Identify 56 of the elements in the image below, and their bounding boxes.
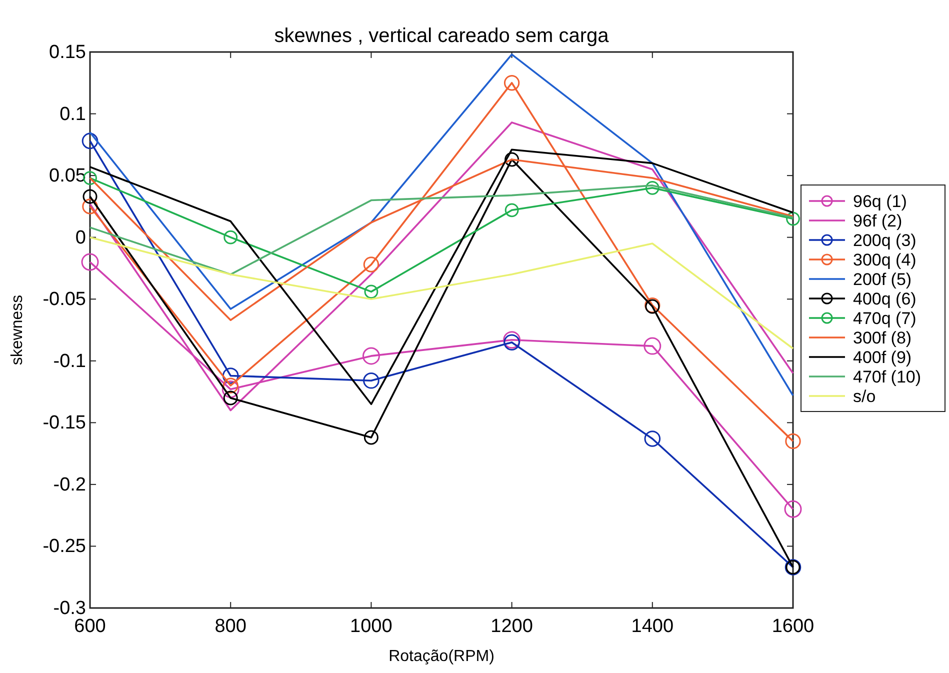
legend-label: 300q (4) <box>853 250 916 270</box>
point <box>504 75 520 91</box>
point <box>786 212 800 226</box>
point <box>364 430 378 445</box>
legend-label: 200q (3) <box>853 231 916 250</box>
point <box>222 378 238 394</box>
point <box>644 337 662 355</box>
legend-label: 400f (9) <box>853 348 912 367</box>
point <box>785 433 801 450</box>
point <box>82 198 98 214</box>
point <box>784 500 802 518</box>
point <box>82 132 98 150</box>
y-tick-label: -0.05 <box>42 289 86 310</box>
point <box>504 152 520 167</box>
x-tick-label: 1600 <box>772 616 814 637</box>
y-tick-label: 0.05 <box>49 166 86 187</box>
point <box>222 368 239 384</box>
x-axis-title: Rotação(RPM) <box>388 648 494 665</box>
point <box>224 230 238 244</box>
chart-title: skewnes , vertical careado sem carga <box>274 25 610 47</box>
point <box>645 180 660 195</box>
point <box>644 430 661 447</box>
y-tick-label: -0.15 <box>42 412 86 434</box>
legend-label: 470q (7) <box>853 309 916 328</box>
x-tick-label: 1400 <box>631 616 674 637</box>
x-tick-label: 1000 <box>350 616 392 637</box>
legend-label: 400q (6) <box>853 290 916 308</box>
y-tick-label: 0.15 <box>49 42 86 63</box>
point <box>363 256 380 272</box>
y-tick-label: -0.1 <box>53 350 86 372</box>
point <box>222 380 240 398</box>
y-tick-label: -0.2 <box>53 474 86 496</box>
point <box>504 334 520 351</box>
point <box>363 372 380 389</box>
y-tick-label: 0.1 <box>60 104 86 125</box>
point <box>362 347 380 365</box>
line-series <box>89 236 794 350</box>
y-axis-title: skewness <box>9 294 26 366</box>
point <box>81 253 99 271</box>
legend-label: s/o <box>853 387 876 406</box>
point <box>504 203 519 218</box>
legend-label: 96f (2) <box>853 212 902 230</box>
y-tick-label: -0.3 <box>53 598 86 619</box>
point <box>82 189 98 204</box>
y-tick-label: -0.25 <box>42 536 86 558</box>
x-tick-label: 600 <box>74 616 106 637</box>
legend-label: 470f (10) <box>853 368 922 386</box>
x-tick-label: 800 <box>214 616 246 637</box>
legend-label: 200f (5) <box>853 270 912 289</box>
x-tick-label: 1200 <box>490 616 533 637</box>
legend-label: 300f (8) <box>853 328 912 348</box>
legend-label: 96q (1) <box>853 192 907 211</box>
point <box>503 331 521 349</box>
point <box>364 284 378 299</box>
point <box>223 390 238 406</box>
y-tick-label: 0 <box>75 227 86 248</box>
